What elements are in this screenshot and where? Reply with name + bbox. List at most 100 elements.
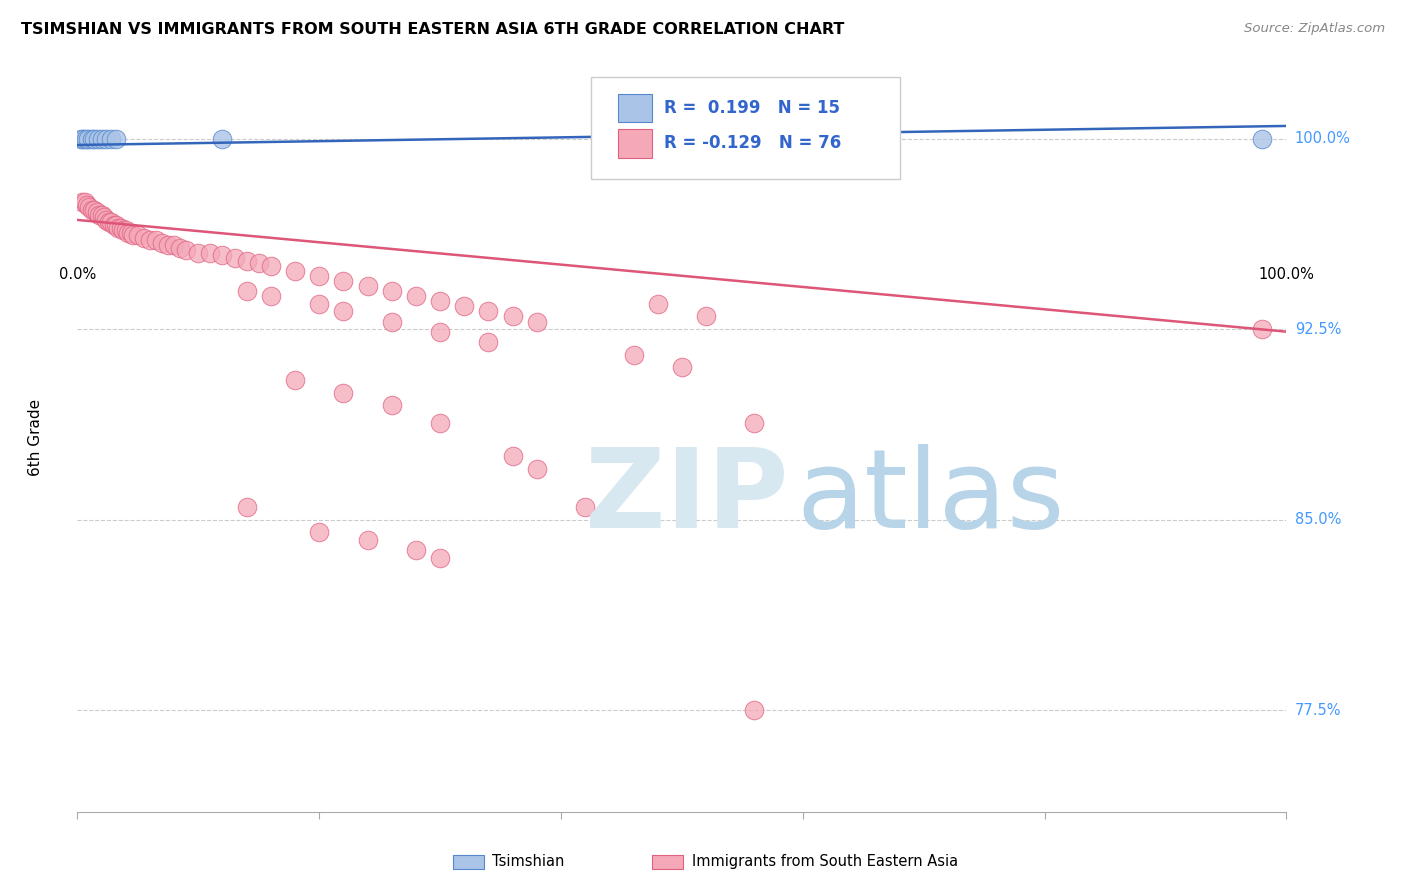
Point <box>187 246 209 260</box>
Point <box>356 279 378 293</box>
Bar <box>617 94 652 122</box>
Point <box>145 233 167 247</box>
Point <box>76 197 98 211</box>
Point <box>80 202 103 217</box>
Point <box>526 314 548 328</box>
Point <box>744 703 766 717</box>
Point <box>235 253 257 268</box>
Point <box>77 131 100 145</box>
Point <box>671 360 693 375</box>
Point <box>815 131 838 145</box>
Text: ZIP: ZIP <box>585 443 789 550</box>
Point <box>169 241 191 255</box>
Point <box>122 228 145 243</box>
Bar <box>617 129 652 158</box>
Point <box>381 284 404 298</box>
Point <box>132 230 155 244</box>
Point <box>93 211 115 225</box>
Point <box>308 525 330 540</box>
FancyBboxPatch shape <box>592 78 900 178</box>
Point <box>79 200 101 214</box>
Point <box>70 131 93 145</box>
Point <box>110 220 132 235</box>
Point <box>96 213 118 227</box>
Text: Source: ZipAtlas.com: Source: ZipAtlas.com <box>1244 22 1385 36</box>
Point <box>100 131 122 145</box>
Text: 100.0%: 100.0% <box>1258 267 1315 282</box>
Point <box>526 462 548 476</box>
Point <box>260 259 283 273</box>
Point <box>224 251 246 265</box>
Point <box>103 218 125 232</box>
Point <box>502 310 524 324</box>
Point <box>157 238 180 252</box>
Point <box>429 325 451 339</box>
Point <box>96 131 118 145</box>
Point <box>86 205 108 219</box>
Text: R = -0.129   N = 76: R = -0.129 N = 76 <box>664 135 841 153</box>
Point <box>105 131 128 145</box>
Point <box>332 274 354 288</box>
Point <box>90 208 112 222</box>
Text: 100.0%: 100.0% <box>1295 131 1351 146</box>
Point <box>332 385 354 400</box>
Point <box>284 263 307 277</box>
Point <box>574 500 596 514</box>
Text: atlas: atlas <box>797 443 1066 550</box>
Point <box>211 248 233 262</box>
Point <box>112 223 135 237</box>
Point <box>1251 131 1274 145</box>
Point <box>87 131 110 145</box>
Point <box>332 304 354 318</box>
Point <box>72 131 94 145</box>
Point <box>477 334 499 349</box>
Text: 85.0%: 85.0% <box>1295 512 1341 527</box>
Point <box>127 228 149 243</box>
Point <box>477 304 499 318</box>
Text: Immigrants from South Eastern Asia: Immigrants from South Eastern Asia <box>692 855 957 869</box>
Point <box>405 543 427 558</box>
Point <box>647 297 669 311</box>
Text: R =  0.199   N = 15: R = 0.199 N = 15 <box>664 99 839 117</box>
Point <box>429 416 451 430</box>
Point <box>235 284 257 298</box>
Point <box>356 533 378 547</box>
Point <box>744 416 766 430</box>
Point <box>260 289 283 303</box>
Point <box>405 289 427 303</box>
Bar <box>652 855 683 869</box>
Bar <box>453 855 484 869</box>
Point <box>120 226 142 240</box>
Point <box>200 246 222 260</box>
Point <box>211 131 233 145</box>
Point <box>80 131 103 145</box>
Point <box>429 550 451 565</box>
Point <box>453 299 475 313</box>
Point <box>1251 322 1274 336</box>
Point <box>105 218 128 232</box>
Text: 92.5%: 92.5% <box>1295 322 1341 336</box>
Point <box>100 215 122 229</box>
Text: TSIMSHIAN VS IMMIGRANTS FROM SOUTH EASTERN ASIA 6TH GRADE CORRELATION CHART: TSIMSHIAN VS IMMIGRANTS FROM SOUTH EASTE… <box>21 22 845 37</box>
Point <box>83 131 105 145</box>
Point <box>235 500 257 514</box>
Text: 6th Grade: 6th Grade <box>28 399 42 475</box>
Point <box>73 195 96 210</box>
Point <box>139 233 162 247</box>
Point <box>75 131 97 145</box>
Point <box>247 256 270 270</box>
Point <box>97 215 120 229</box>
Point <box>308 268 330 283</box>
Text: Tsimshian: Tsimshian <box>492 855 564 869</box>
Point <box>695 310 717 324</box>
Point <box>114 223 136 237</box>
Point <box>117 226 139 240</box>
Point <box>174 244 197 258</box>
Point <box>284 373 307 387</box>
Point <box>70 195 93 210</box>
Point <box>429 294 451 309</box>
Point <box>87 208 110 222</box>
Point <box>163 238 186 252</box>
Point <box>839 131 862 145</box>
Point <box>381 398 404 412</box>
